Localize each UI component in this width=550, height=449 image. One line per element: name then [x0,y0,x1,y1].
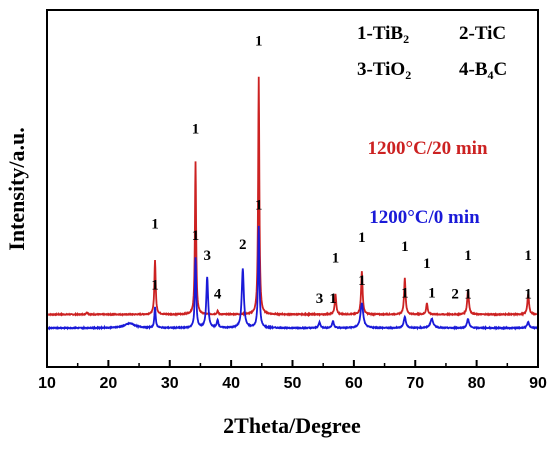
x-tick-label: 20 [99,375,117,392]
peak-label: 1 [255,197,263,213]
legend-entry: 4-B4C [459,59,507,82]
peak-label: 1 [524,248,532,264]
x-tick-label: 10 [38,375,56,392]
peak-label: 3 [203,248,211,264]
peak-label: 1 [423,256,431,272]
peak-label: 1 [192,122,200,138]
x-tick-label: 80 [468,375,486,392]
x-tick-label: 50 [284,375,302,392]
peak-label: 1 [329,291,337,307]
peak-label: 1 [464,287,472,303]
peak-label: 1 [358,273,366,289]
series-lines [47,76,538,331]
peak-label: 1 [524,287,532,303]
peak-label: 2 [239,237,247,253]
legend-entry: 1-TiB2 [357,23,409,46]
x-tick-label: 40 [222,375,240,392]
legend-entry: 2-TiC [459,23,506,44]
phase-legend: 1-TiB2 2-TiC 3-TiO2 4-B4C [357,23,507,82]
peak-label: 1 [401,239,409,255]
peak-label: 1 [358,230,366,246]
peak-label: 3 [316,291,324,307]
peak-label: 1 [192,228,200,244]
peak-label: 1 [332,250,340,266]
x-tick-label: 90 [529,375,547,392]
series-label: 1200°C/0 min [369,207,480,228]
peak-label: 1 [428,285,436,301]
x-tick-label: 60 [345,375,363,392]
peak-label: 1 [401,285,409,301]
legend-entry: 3-TiO2 [357,59,411,82]
x-axis-ticks: 10 20 30 40 50 60 70 80 90 [38,360,547,392]
x-tick-label: 30 [161,375,179,392]
series-line-0 [47,76,538,317]
x-axis-label: 2Theta/Degree [223,413,361,438]
peak-label: 1 [255,34,263,50]
series-label: 1200°C/20 min [368,138,488,159]
y-axis-label: Intensity/a.u. [4,127,29,250]
x-tick-label: 70 [406,375,424,392]
peak-label: 1 [151,217,159,233]
series-line-1 [47,225,538,331]
peak-label: 2 [451,287,459,303]
peak-label: 4 [214,287,222,303]
peak-label: 1 [464,248,472,264]
peak-label: 1 [151,278,159,294]
